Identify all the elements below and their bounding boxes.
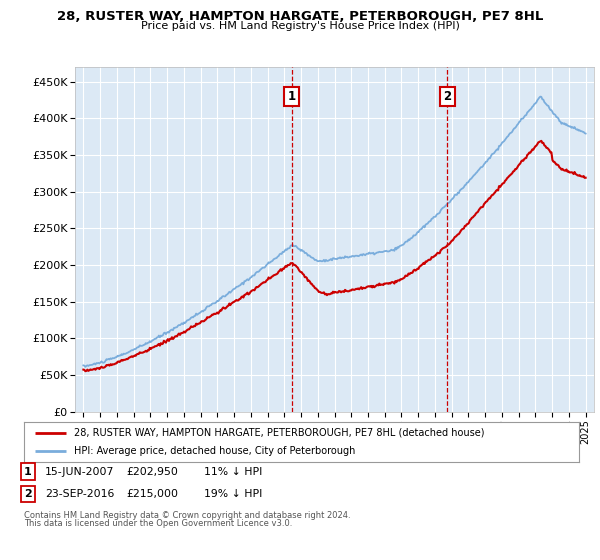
- Text: Price paid vs. HM Land Registry's House Price Index (HPI): Price paid vs. HM Land Registry's House …: [140, 21, 460, 31]
- Text: 2: 2: [24, 489, 31, 499]
- Text: 11% ↓ HPI: 11% ↓ HPI: [204, 466, 262, 477]
- Text: 2: 2: [443, 90, 451, 103]
- Text: 19% ↓ HPI: 19% ↓ HPI: [204, 489, 262, 499]
- Text: 1: 1: [288, 90, 296, 103]
- Text: 28, RUSTER WAY, HAMPTON HARGATE, PETERBOROUGH, PE7 8HL (detached house): 28, RUSTER WAY, HAMPTON HARGATE, PETERBO…: [74, 428, 484, 438]
- Text: £215,000: £215,000: [126, 489, 178, 499]
- Text: 23-SEP-2016: 23-SEP-2016: [45, 489, 115, 499]
- Text: 1: 1: [24, 466, 31, 477]
- Text: 15-JUN-2007: 15-JUN-2007: [45, 466, 115, 477]
- Text: 28, RUSTER WAY, HAMPTON HARGATE, PETERBOROUGH, PE7 8HL: 28, RUSTER WAY, HAMPTON HARGATE, PETERBO…: [57, 10, 543, 23]
- Text: £202,950: £202,950: [126, 466, 178, 477]
- Text: Contains HM Land Registry data © Crown copyright and database right 2024.: Contains HM Land Registry data © Crown c…: [24, 511, 350, 520]
- Text: HPI: Average price, detached house, City of Peterborough: HPI: Average price, detached house, City…: [74, 446, 355, 456]
- Text: This data is licensed under the Open Government Licence v3.0.: This data is licensed under the Open Gov…: [24, 519, 292, 528]
